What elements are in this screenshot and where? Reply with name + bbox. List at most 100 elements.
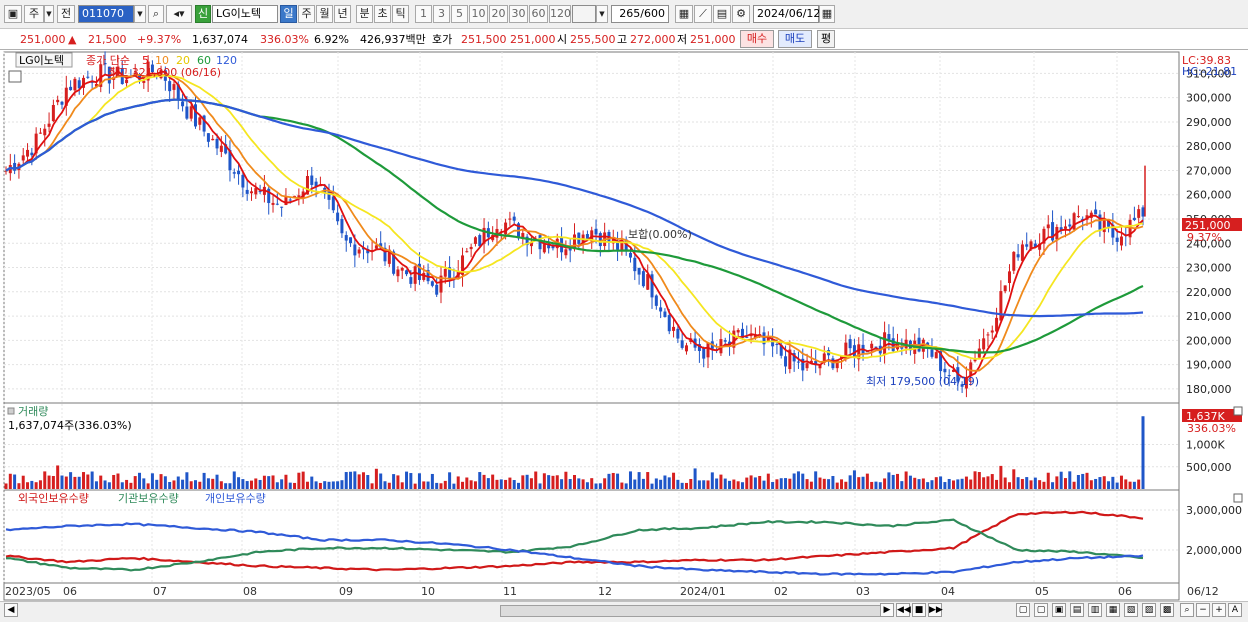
candle-body [792,353,796,362]
tab-day[interactable]: 일 [280,5,297,23]
chart-tool-icon[interactable]: ▦ [675,5,693,23]
candle-body [396,269,400,277]
candle-body [138,74,142,80]
volume-bar [392,474,396,489]
stock-code-input[interactable]: 011070 [78,5,134,23]
candle-body [267,188,271,204]
x-tick-label: 03 [856,585,870,598]
volume-panel-close-icon[interactable] [1233,406,1243,416]
volume-bar [1055,476,1059,489]
holdings-panel-close-icon[interactable] [1233,493,1243,503]
layout3-icon[interactable]: ▣ [1052,603,1066,617]
prev-button[interactable]: 전 [57,5,75,23]
scroll-right-icon[interactable]: ▶ [880,603,894,617]
volume-bar [1016,477,1020,489]
window-icon[interactable]: ▣ [4,5,22,23]
interval-1[interactable]: 1 [415,5,432,23]
candle-body [51,104,55,122]
interval-10[interactable]: 10 [469,5,488,23]
date-input[interactable]: 2024/06/12 [753,5,820,23]
layout6-icon[interactable]: ▦ [1106,603,1120,617]
zoom-in-icon[interactable]: + [1212,603,1226,617]
candle-body [870,343,874,349]
candle-body [969,362,973,377]
candle-body [47,123,51,127]
tab-year[interactable]: 년 [334,5,351,23]
gear-icon[interactable]: ⚙ [732,5,750,23]
last-price-tag [1182,218,1242,231]
interval-30[interactable]: 30 [509,5,528,23]
layout2-icon[interactable]: ▢ [1034,603,1048,617]
tab-month[interactable]: 월 [316,5,333,23]
candle-body [430,281,434,286]
code-dropdown-arrow[interactable]: ▼ [134,5,146,23]
volume-bar [237,477,241,489]
volume-bar [301,471,305,489]
volume-bar [82,472,86,489]
interval-20[interactable]: 20 [489,5,508,23]
volume-title: 거래량 [18,405,48,418]
buy-button[interactable]: 매수 [740,30,774,48]
flat-button[interactable]: 평 [817,30,835,48]
rewind-icon[interactable]: ◀◀ [896,603,911,617]
volume-bar [211,478,215,489]
volume-bar [30,480,34,489]
layout5-icon[interactable]: ▥ [1088,603,1102,617]
layout1-icon[interactable]: ▢ [1016,603,1030,617]
price-change: 21,500 [88,33,127,46]
period-dropdown[interactable]: 주 [24,5,44,23]
volume-bar [482,474,486,489]
volume-bar [620,482,624,489]
volume-bar [547,475,551,489]
interval-60[interactable]: 60 [529,5,548,23]
candle-body [930,349,934,357]
period-dropdown-arrow[interactable]: ▼ [44,5,54,23]
draw-tool-icon[interactable]: ⟋ [694,5,712,23]
speaker-icon[interactable]: ◂▾ [166,5,192,23]
fast-forward-icon[interactable]: ▶▶ [928,603,943,617]
auto-scale-icon[interactable]: A [1228,603,1242,617]
custom-interval-field[interactable] [572,5,596,23]
layout4-icon[interactable]: ▤ [1070,603,1084,617]
candle-body [82,77,86,88]
calendar-icon[interactable]: ▦ [819,5,835,23]
candle-body [331,196,335,211]
interval-3[interactable]: 3 [433,5,450,23]
stop-icon[interactable]: ■ [912,603,926,617]
scroll-thumb[interactable] [500,605,882,617]
candle-body [564,249,568,256]
tab-second[interactable]: 초 [374,5,391,23]
candle-body [1076,216,1080,218]
bar-count-field[interactable]: 265/600 [611,5,669,23]
tab-tick[interactable]: 틱 [392,5,409,23]
zoom-icon[interactable]: ⌕ [1180,603,1194,617]
sell-button[interactable]: 매도 [778,30,812,48]
layout9-icon[interactable]: ▩ [1160,603,1174,617]
candle-body [594,228,598,235]
volume-bar [469,480,473,489]
interval-5[interactable]: 5 [451,5,468,23]
stock-name-field[interactable]: LG이노텍 [212,5,278,23]
custom-interval-arrow[interactable]: ▼ [596,5,608,23]
candle-body [1029,241,1033,250]
tab-week[interactable]: 주 [298,5,315,23]
volume-last-tag-text: 1,637K [1186,410,1225,423]
candle-body [73,78,77,91]
chart-canvas[interactable]: 310,000 300,000 290,000 280,000 270,000 260,0… [0,50,1248,602]
interval-120[interactable]: 120 [549,5,571,23]
search-icon[interactable]: ⌕ [148,5,164,23]
layout7-icon[interactable]: ▧ [1124,603,1138,617]
layout8-icon[interactable]: ▨ [1142,603,1156,617]
volume-bar [13,474,17,489]
candle-body [633,257,637,272]
volume-bar [146,483,150,489]
volume-bar [1025,477,1029,489]
scroll-left-icon[interactable]: ◀ [4,603,18,617]
volume-bar [206,478,210,489]
table-icon[interactable] [8,70,22,83]
candle-body [745,336,749,338]
volume-bar [585,482,589,489]
save-icon[interactable]: ▤ [713,5,731,23]
zoom-out-icon[interactable]: − [1196,603,1210,617]
tab-minute[interactable]: 분 [356,5,373,23]
